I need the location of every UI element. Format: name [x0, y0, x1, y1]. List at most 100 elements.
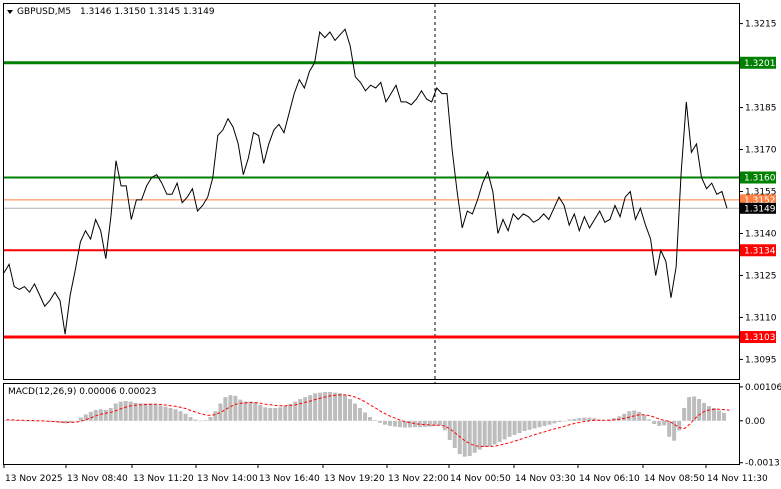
time-tick-label: 14 Nov 03:30: [515, 474, 576, 484]
bid-price-label: 1.3152: [744, 196, 776, 206]
bid-price-badge: [740, 194, 776, 206]
macd-histogram-bar: [358, 408, 363, 421]
macd-histogram-bar: [567, 419, 572, 421]
macd-histogram-bar: [487, 420, 492, 447]
macd-histogram-bar: [472, 420, 477, 453]
time-tick-label: 13 Nov 16:40: [259, 474, 320, 484]
macd-histogram-bar: [78, 417, 83, 421]
macd-histogram-bar: [557, 420, 562, 423]
macd-histogram-bar: [193, 419, 198, 421]
macd-histogram-bar: [367, 416, 372, 421]
macd-histogram-bar: [482, 420, 487, 448]
level-badge-support: [740, 244, 776, 257]
macd-histogram-bar: [63, 420, 68, 424]
level-badge-label: 1.3134: [744, 246, 776, 256]
level-badge-resistance: [740, 56, 776, 69]
macd-histogram-bar: [128, 401, 133, 421]
ohlc-label: 1.3146 1.3150 1.3145 1.3149: [80, 7, 215, 17]
time-tick-label: 13 Nov 11:20: [133, 474, 194, 484]
macd-histogram-bar: [537, 420, 542, 428]
time-axis: 13 Nov 2025 13 Nov 08:40 13 Nov 11:20 13 No…: [3, 464, 768, 484]
macd-histogram-bar: [88, 411, 93, 421]
macd-histogram-bar: [422, 420, 427, 427]
macd-histogram-bar: [677, 420, 682, 431]
time-tick-label: 14 Nov 06:10: [579, 474, 640, 484]
macd-histogram-bar: [627, 411, 632, 421]
macd-histogram-bar: [173, 409, 178, 421]
macd-histogram-bar: [348, 399, 353, 421]
macd-histogram-bar: [477, 420, 482, 450]
macd-histogram-bar: [38, 420, 43, 422]
macd-histogram-bar: [283, 406, 288, 421]
price-y-tick-label: 1.3110: [745, 313, 777, 323]
level-badge-resistance: [740, 171, 776, 184]
macd-pane-frame: [3, 383, 740, 465]
macd-histogram-bar: [662, 420, 667, 426]
macd-histogram-bar: [647, 419, 652, 421]
macd-histogram-bar: [138, 403, 143, 421]
macd-histogram-bar: [652, 420, 657, 424]
macd-histogram-bar: [522, 420, 527, 432]
macd-histogram-bar: [512, 420, 517, 435]
macd-histogram-bar: [238, 399, 243, 421]
price-y-tick-label: 1.3125: [745, 271, 777, 281]
level-lines: [4, 61, 739, 339]
macd-histogram-bar: [48, 420, 53, 422]
macd-histogram-bar: [387, 420, 392, 426]
macd-histogram-bar: [447, 420, 452, 440]
macd-signal-line: [6, 394, 730, 447]
time-tick-label: 13 Nov 22:00: [388, 474, 449, 484]
price-y-tick-label: 1.3170: [745, 146, 777, 156]
macd-histogram-bar: [113, 403, 118, 421]
macd-histogram-bar: [163, 406, 168, 421]
macd-histogram-bar: [497, 420, 502, 442]
macd-histogram-bar: [372, 420, 377, 421]
macd-histogram-bar: [8, 420, 13, 421]
time-tick-label: 14 Nov 08:50: [644, 474, 705, 484]
macd-histogram-bar: [577, 418, 582, 421]
macd-histogram-bar: [682, 408, 687, 421]
macd-histogram-bar: [323, 392, 328, 421]
price-pane[interactable]: 1.32151.32001.31851.31701.31551.31401.31…: [3, 3, 777, 465]
macd-histogram-bar: [697, 399, 702, 421]
macd-histogram-bar: [258, 404, 263, 421]
macd-histogram-bar: [328, 392, 333, 421]
macd-histogram-bar: [108, 408, 113, 421]
macd-histogram-bar: [617, 416, 622, 421]
macd-histogram-bar: [143, 403, 148, 421]
macd-histogram-bar: [188, 416, 193, 421]
macd-histogram-bar: [23, 420, 28, 422]
macd-histogram-bar: [462, 420, 467, 457]
macd-histogram-bar: [552, 420, 557, 424]
macd-histogram-bar: [338, 393, 343, 421]
macd-histogram-bar: [572, 418, 577, 421]
macd-histogram-bar: [268, 408, 273, 421]
macd-histogram: [4, 392, 726, 457]
macd-histogram-bar: [717, 410, 722, 421]
macd-histogram-bar: [13, 420, 18, 421]
macd-histogram-bar: [672, 420, 677, 441]
macd-histogram-bar: [637, 411, 642, 421]
macd-histogram-bar: [547, 420, 552, 425]
macd-histogram-bar: [158, 405, 163, 421]
macd-histogram-bar: [153, 404, 158, 421]
header-dropdown-icon[interactable]: [7, 10, 13, 14]
price-y-tick-label: 1.3215: [745, 20, 777, 30]
macd-histogram-bar: [722, 412, 726, 421]
macd-histogram-bar: [363, 412, 367, 421]
macd-histogram-bar: [218, 403, 223, 421]
macd-histogram-bar: [437, 420, 442, 426]
macd-y-tick-label: -0.00131: [745, 459, 781, 469]
current-price-badge: [740, 202, 776, 214]
macd-histogram-bar: [133, 402, 138, 421]
macd-histogram-bar: [562, 420, 567, 422]
macd-pane[interactable]: 0.00106 0.00 -0.00131 MACD(12,26,9) 0.0000…: [3, 383, 781, 469]
macd-y-tick-label: 0.00: [745, 417, 765, 427]
macd-histogram-bar: [353, 403, 358, 421]
macd-histogram-bar: [118, 401, 123, 421]
macd-histogram-bar: [33, 420, 38, 422]
current-price-label: 1.3149: [744, 204, 776, 214]
macd-histogram-bar: [98, 409, 103, 421]
symbol-label: GBPUSD,M5: [17, 7, 71, 17]
